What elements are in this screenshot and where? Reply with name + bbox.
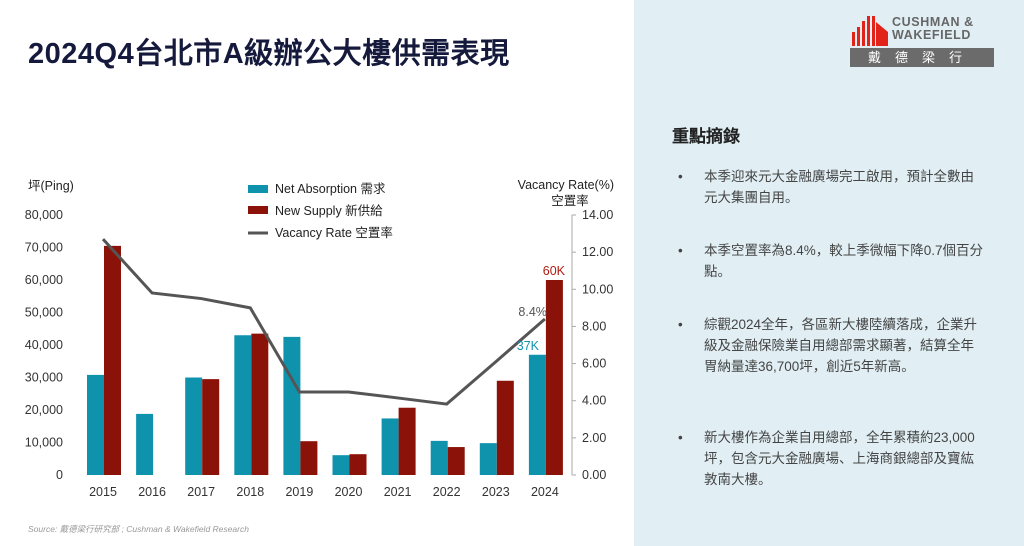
cushman-wakefield-logo: CUSHMAN & WAKEFIELD 戴德梁行: [850, 14, 994, 68]
y2-tick-label: 12.00: [582, 245, 613, 259]
x-tick-label: 2018: [236, 485, 264, 499]
y-tick-label: 10,000: [25, 436, 63, 450]
bar-net-absorption: [87, 374, 104, 475]
legend-swatch-supply: [248, 206, 268, 214]
bar-net-absorption: [185, 377, 203, 475]
y-axis-label: 坪(Ping): [28, 179, 74, 193]
y2-tick-label: 4.00: [582, 394, 606, 408]
legend-label: New Supply 新供給: [275, 203, 383, 218]
bar-net-absorption: [332, 455, 350, 475]
y-tick-label: 80,000: [25, 208, 63, 222]
x-tick-label: 2021: [384, 485, 412, 499]
y-tick-label: 0: [56, 468, 63, 482]
logo-chinese: 戴德梁行: [850, 48, 994, 67]
bar-new-supply: [496, 380, 514, 475]
highlights-title: 重點摘錄: [672, 127, 740, 146]
y-tick-label: 70,000: [25, 241, 63, 255]
y2-tick-label: 14.00: [582, 208, 613, 222]
legend-label: Net Absorption 需求: [275, 182, 386, 196]
bar-new-supply: [202, 379, 220, 475]
bar-new-supply: [300, 441, 318, 475]
bar-new-supply: [349, 454, 367, 475]
bar-new-supply: [447, 447, 465, 475]
y2-tick-label: 6.00: [582, 357, 606, 371]
bar-net-absorption: [381, 418, 399, 475]
vacancy-rate-line: [101, 238, 546, 406]
data-label-vacancy: 8.4%: [518, 305, 547, 319]
y-tick-label: 50,000: [25, 306, 63, 320]
x-tick-label: 2016: [138, 485, 166, 499]
y2-tick-label: 10.00: [582, 282, 613, 296]
source-note: Source: 戴德梁行研究部 ; Cushman & Wakefield Re…: [28, 524, 249, 534]
highlights-panel: [634, 0, 1024, 546]
supply-demand-chart: 坪(Ping) Vacancy Rate(%) 空置率 Net Absorpti…: [25, 178, 614, 499]
legend-swatch-absorption: [248, 185, 268, 193]
x-tick-label: 2023: [482, 485, 510, 499]
logo-line2: WAKEFIELD: [892, 28, 972, 42]
bar-new-supply: [251, 333, 269, 475]
legend-label: Vacancy Rate 空置率: [275, 225, 393, 240]
x-tick-label: 2015: [89, 485, 117, 499]
y-tick-label: 30,000: [25, 371, 63, 385]
y2-tick-label: 8.00: [582, 319, 606, 333]
y-tick-label: 60,000: [25, 273, 63, 287]
logo-line1: CUSHMAN &: [892, 15, 974, 29]
bar-new-supply: [545, 280, 563, 475]
y-tick-label: 20,000: [25, 403, 63, 417]
bar-net-absorption: [479, 443, 497, 475]
bar-net-absorption: [136, 413, 154, 475]
bar-net-absorption: [234, 335, 252, 475]
x-tick-label: 2020: [335, 485, 363, 499]
bar-net-absorption: [283, 336, 301, 475]
x-tick-label: 2024: [531, 485, 559, 499]
y2-tick-label: 2.00: [582, 431, 606, 445]
x-tick-label: 2022: [433, 485, 461, 499]
bar-new-supply: [398, 407, 416, 475]
bar-net-absorption: [528, 354, 546, 475]
bar-net-absorption: [430, 440, 448, 475]
building-logo-icon: [852, 16, 888, 46]
y2-tick-label: 0.00: [582, 468, 606, 482]
data-label-supply: 60K: [543, 264, 566, 278]
y2-axis-label-cn: 空置率: [551, 193, 589, 208]
data-label-absorption: 37K: [517, 339, 540, 353]
legend: Net Absorption 需求 New Supply 新供給 Vacancy…: [248, 182, 393, 240]
page-title: 2024Q4台北市A級辦公大樓供需表現: [28, 38, 510, 70]
x-tick-label: 2019: [285, 485, 313, 499]
y2-axis-label: Vacancy Rate(%): [518, 178, 614, 192]
bar-new-supply: [104, 245, 121, 475]
y-tick-label: 40,000: [25, 338, 63, 352]
x-tick-label: 2017: [187, 485, 215, 499]
